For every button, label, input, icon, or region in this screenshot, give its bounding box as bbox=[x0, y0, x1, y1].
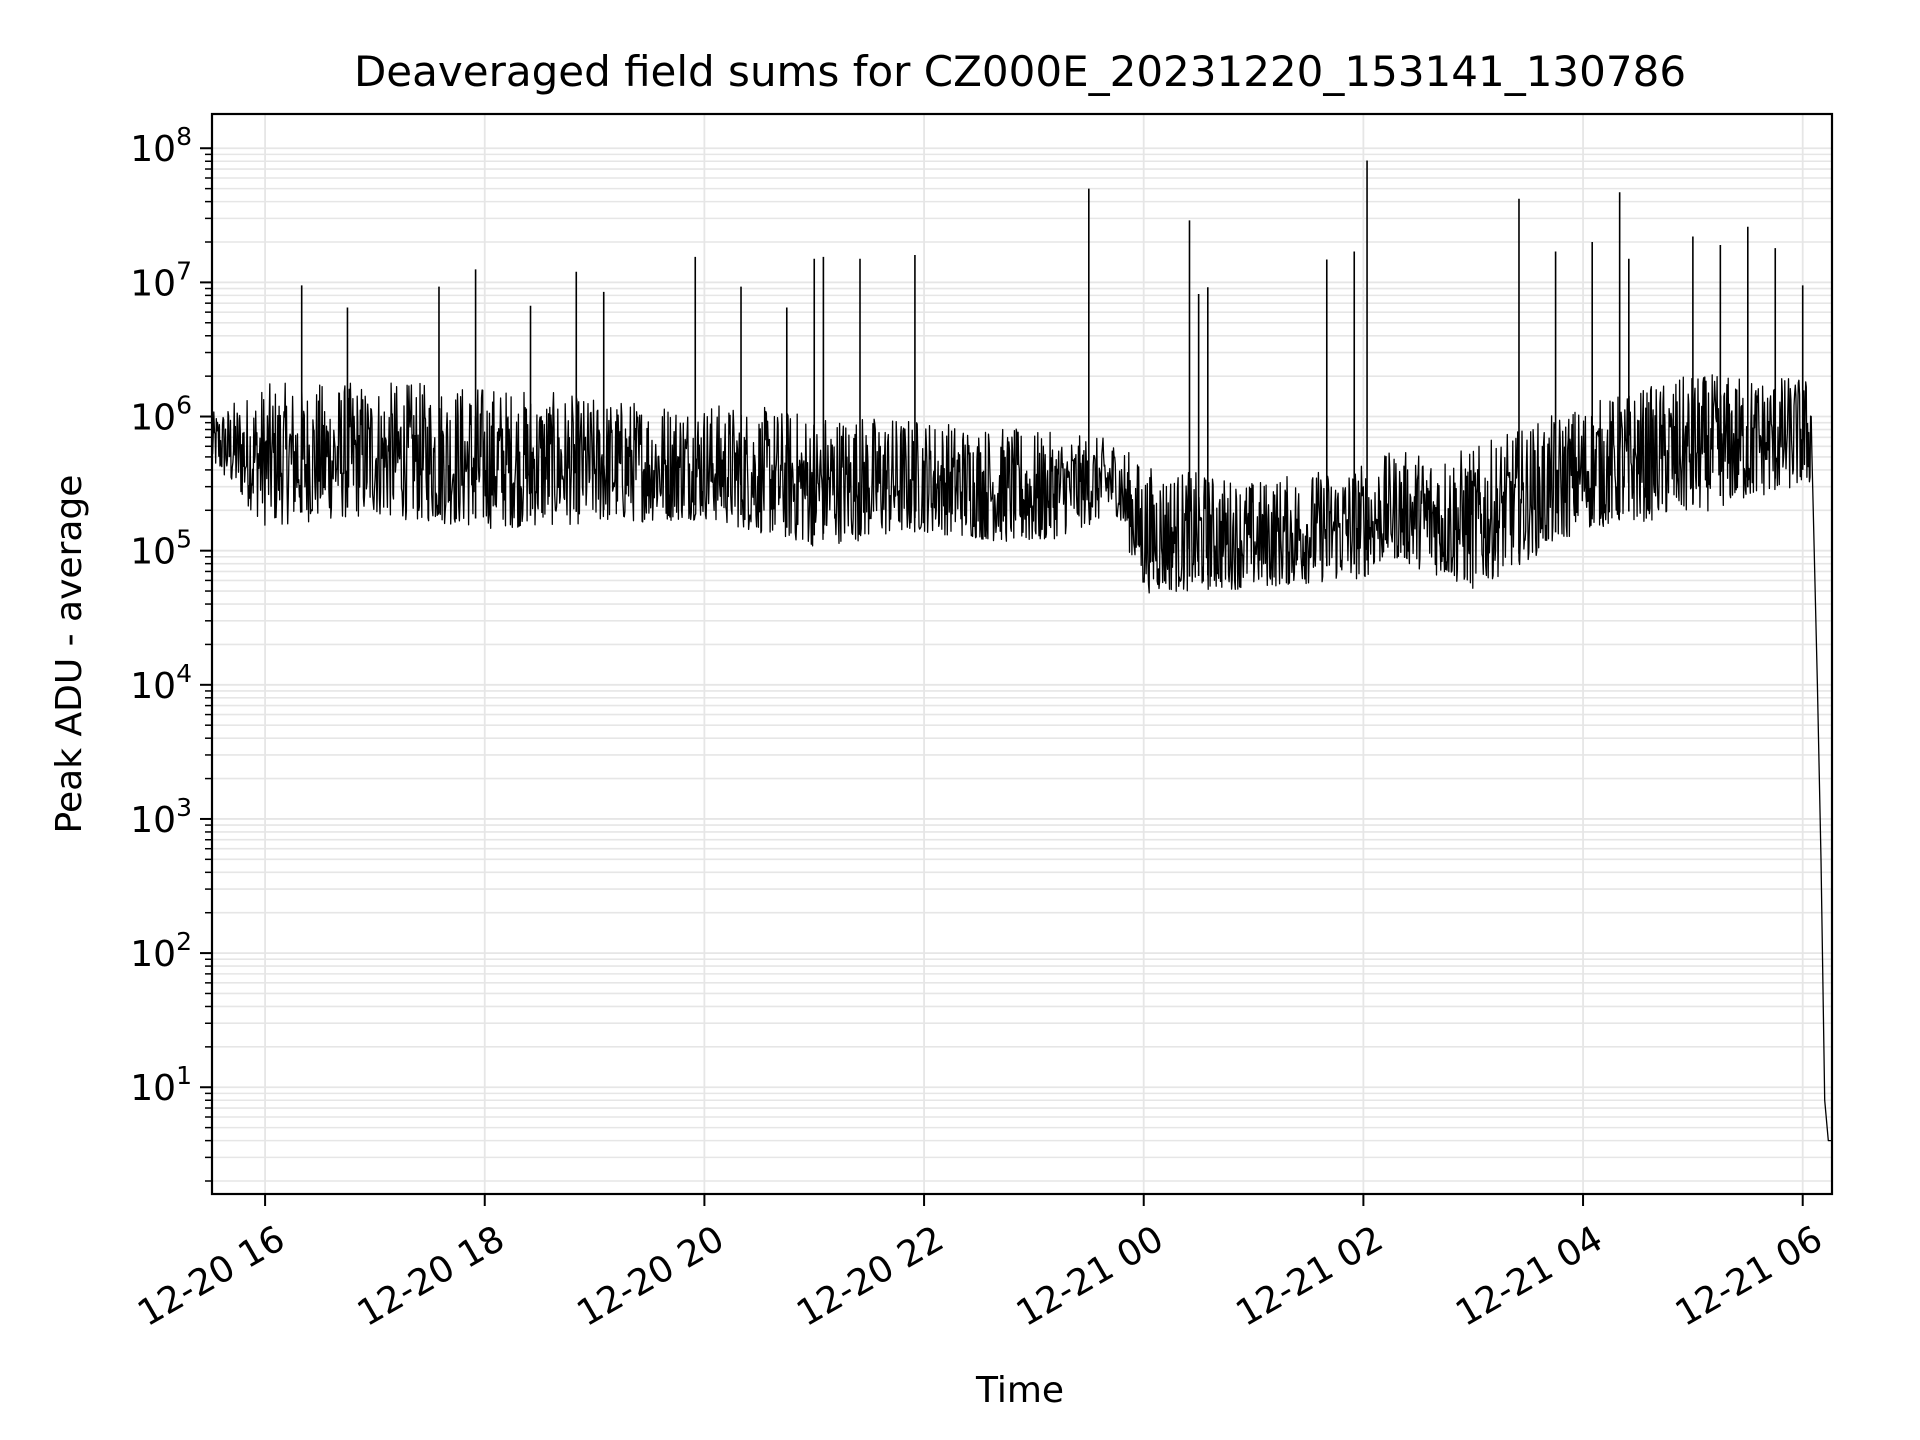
y-tick-label: 108 bbox=[130, 122, 192, 170]
series-line bbox=[211, 374, 1832, 1142]
y-tick-label: 101 bbox=[130, 1061, 192, 1109]
data-series bbox=[211, 160, 1832, 1142]
grid bbox=[212, 114, 1832, 1194]
y-axis: 101 102 103 104 105 106 107 108 bbox=[130, 122, 212, 1182]
y-tick-label: 102 bbox=[130, 927, 192, 975]
y-tick-label: 104 bbox=[130, 659, 192, 707]
y-axis-label: Peak ADU - average bbox=[49, 475, 90, 834]
y-tick-label: 106 bbox=[130, 391, 192, 439]
plot-frame bbox=[210, 112, 1834, 1196]
chart-title: Deaveraged field sums for CZ000E_2023122… bbox=[354, 47, 1686, 96]
x-axis-label: Time bbox=[975, 1370, 1064, 1411]
y-tick-label: 105 bbox=[130, 525, 192, 573]
y-tick-label: 103 bbox=[130, 793, 192, 841]
y-tick-label: 107 bbox=[130, 256, 192, 304]
